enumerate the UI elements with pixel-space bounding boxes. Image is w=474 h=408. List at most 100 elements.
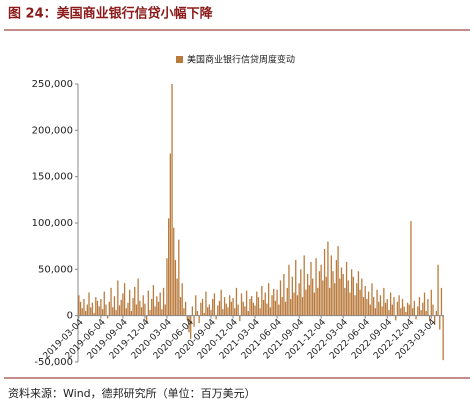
bar — [166, 258, 168, 316]
bar — [162, 287, 165, 316]
bar — [212, 298, 214, 316]
bar — [332, 271, 334, 316]
bar — [234, 308, 236, 316]
bar — [291, 276, 293, 316]
bar — [396, 301, 399, 316]
bar — [298, 283, 300, 316]
bar — [183, 308, 185, 316]
bar — [300, 269, 302, 316]
bar — [193, 315, 195, 327]
bar — [88, 292, 90, 316]
bar — [432, 304, 434, 316]
bar — [430, 289, 432, 316]
bar — [267, 283, 270, 316]
bar — [278, 304, 280, 316]
bar — [98, 306, 100, 316]
bar — [384, 302, 387, 316]
bar — [137, 278, 139, 316]
bar — [90, 307, 92, 316]
bar — [120, 299, 122, 316]
bar — [366, 298, 368, 316]
bar — [306, 273, 309, 316]
bar — [354, 295, 356, 316]
bar — [323, 248, 326, 316]
bar — [303, 255, 305, 316]
bar — [410, 221, 412, 316]
bar — [290, 298, 292, 316]
bar — [254, 305, 256, 316]
bar — [442, 315, 444, 361]
bar — [81, 308, 83, 316]
bar — [308, 285, 310, 316]
bar — [95, 297, 97, 316]
bar — [83, 298, 85, 316]
bar — [173, 227, 175, 316]
bar — [122, 293, 124, 316]
bar — [117, 280, 119, 316]
bar — [281, 297, 283, 316]
bar — [154, 306, 156, 316]
y-tick-label: 200,000 — [32, 125, 73, 136]
bar — [284, 301, 287, 316]
bar — [184, 301, 187, 316]
bar — [178, 239, 180, 316]
bar — [222, 309, 224, 316]
bar — [376, 289, 378, 316]
bar — [273, 288, 275, 316]
bar — [78, 295, 80, 316]
bar — [105, 304, 107, 316]
bar — [400, 308, 402, 316]
legend-swatch — [176, 56, 183, 63]
bar — [405, 311, 407, 316]
bar — [144, 303, 146, 316]
bar — [373, 297, 375, 316]
bar — [312, 278, 314, 316]
bar — [327, 241, 329, 316]
bar — [168, 218, 170, 316]
bar — [271, 295, 273, 316]
bar — [408, 304, 410, 316]
bar — [132, 298, 134, 316]
bar — [247, 311, 249, 316]
bar — [96, 300, 99, 316]
bar — [112, 307, 114, 316]
bar — [274, 300, 277, 316]
bar — [301, 297, 304, 316]
bar — [415, 315, 417, 320]
bar — [359, 289, 361, 316]
bar — [427, 298, 429, 316]
bar — [371, 283, 373, 316]
bar — [295, 260, 297, 316]
bar — [198, 315, 200, 324]
source-note: 资料来源：Wind，德邦研究所（单位：百万美元） — [8, 386, 256, 400]
bar — [317, 287, 319, 316]
bar — [347, 280, 349, 316]
bar — [351, 269, 353, 316]
bar — [310, 261, 312, 316]
bar — [320, 264, 322, 316]
bar — [362, 297, 365, 316]
bar — [84, 311, 87, 316]
bar — [286, 287, 288, 316]
bar — [417, 306, 419, 316]
bar — [108, 301, 110, 316]
bar — [374, 308, 377, 316]
bar — [152, 285, 155, 316]
bar — [134, 286, 136, 316]
bar — [328, 287, 331, 316]
bar — [127, 302, 129, 316]
bar — [242, 301, 244, 316]
bar — [293, 292, 295, 316]
bar — [191, 306, 194, 316]
bar — [334, 283, 336, 316]
bar — [103, 291, 105, 316]
bar — [91, 302, 94, 316]
bar — [342, 273, 344, 316]
bar — [129, 289, 131, 316]
bar — [188, 315, 190, 333]
bar — [237, 304, 239, 316]
bar — [140, 307, 143, 316]
bar — [244, 306, 246, 316]
bar — [378, 301, 380, 316]
